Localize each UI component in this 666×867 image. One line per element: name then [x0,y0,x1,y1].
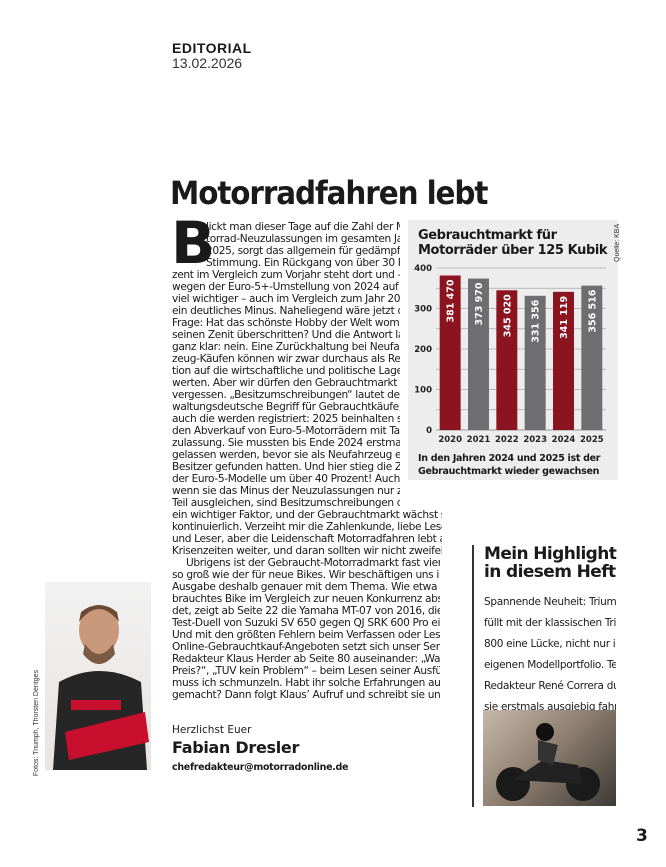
author-email[interactable]: chefredakteur@motorradonline.de [172,762,349,773]
article-line: so groß wie der für neue Bikes. Wir besc… [172,569,440,581]
article-line: det, zeigt ab Seite 22 die Yamaha MT-07 … [172,605,440,617]
article-line: den Abverkauf von Euro-5-Motorrädern mit… [172,425,400,437]
article-line: wenn sie das Minus der Neuzulassungen nu… [172,485,400,497]
article-line: auch die werden registriert: 2025 beinha… [172,413,400,425]
drop-cap: B [171,209,216,277]
bar-value-label: 356 516 [587,289,598,332]
bar [581,285,603,430]
bar-chart: 0 100 200 300 400 381 470 2020 373 970 2021 345 0… [414,264,606,445]
article-line: torrad-Neuzulassungen im gesamten Jahr [206,233,400,245]
y-tick-label: 200 [414,345,432,355]
bar-value-label: 345 020 [502,294,513,337]
bar [439,275,461,430]
article-title: Motorradfahren lebt [170,174,488,212]
author-photo [45,582,151,770]
article-line: brauchtes Bike im Vergleich zur neuen Ko… [172,593,440,605]
page-number: 3 [636,826,648,846]
bar [524,295,546,430]
article-line: zulassung. Sie mussten bis Ende 2024 ers… [172,437,400,449]
greeting: Herzlichst Euer [172,724,252,736]
article-line: Und mit den größten Fehlern beim Verfass… [172,629,440,641]
highlight-line: Redakteur René Correra durfte [484,680,616,692]
chart-title: Gebrauchtmarkt für Motorräder über 125 K… [418,228,608,258]
highlight-motorcycle-photo [483,710,616,806]
article-line: ein wichtiger Faktor, und der Gebrauchtm… [172,509,442,521]
article-line: lickt man dieser Tage auf die Zahl der M… [206,221,400,233]
section-label: EDITORIAL [172,40,252,56]
motorcycle-image [496,723,600,801]
article-line: und Leser, aber die Leidenschaft Motorra… [172,533,442,545]
article-line: Ausgabe deshalb genauer mit dem Thema. W… [172,581,440,593]
article-line: ganz klar: nein. Eine Zurückhaltung bei … [172,341,400,353]
highlight-title-line: in diesem Heft [484,562,616,582]
article-line: seinen Zenit überschritten? Und die Antw… [172,329,400,341]
highlight-title: Mein Highlight in diesem Heft [484,544,617,582]
bar [468,278,489,430]
article-line: gelassen werden, bevor sie als Neufahrze… [172,449,400,461]
article-line: Redakteur Klaus Herder ab Seite 80 ausei… [172,653,440,665]
article-line: gemacht? Dann folgt Klaus’ Aufruf und sc… [172,689,440,701]
article-line: tion auf die wirtschaftliche und politis… [172,365,400,377]
chart-source: Quelle: KBA [614,223,621,262]
article-line: zeug-Käufen können wir zwar durchaus als… [172,353,400,365]
article-line: werten. Aber wir dürfen den Gebrauchtmar… [172,377,400,389]
x-tick-label: 2023 [523,435,547,445]
article-line: Teil ausgleichen, sind Besitzumschreibun… [172,497,400,509]
article-line: Besitzer gefunden hatten. Und hier stieg… [172,461,400,473]
highlight-title-line: Mein Highlight [484,544,617,564]
article-line: Stimmung. Ein Rückgang von über 30 Pro- [206,257,400,269]
issue-date: 13.02.2026 [172,55,243,71]
article-line: Preis?“, „TÜV kein Problem“ – beim Lesen… [172,665,440,677]
article-line: waltungsdeutsche Begriff für Gebrauchtkä… [172,401,400,413]
article-line: viel wichtiger – auch im Vergleich zum J… [172,293,400,305]
article-line: ein deutliches Minus. Naheliegend wäre j… [172,305,400,317]
article-line: vergessen. „Besitzumschreibungen“ lautet… [172,389,400,401]
author-name: Fabian Dresler [172,738,300,757]
article-line: Krisenzeiten weiter, und daran sollten w… [172,545,442,557]
article-line: Online-Gebrauchtkauf-Angeboten setzt sic… [172,641,440,653]
bar [553,291,574,430]
x-tick-label: 2025 [580,435,604,445]
y-tick-label: 100 [414,386,432,396]
chart-caption: In den Jahren 2024 und 2025 ist der Gebr… [418,453,601,477]
article-line: kontinuierlich. Verzeiht mir die Zahlenk… [172,521,442,533]
y-tick-label: 300 [414,305,432,315]
bar-value-label: 373 970 [474,282,485,325]
bar-value-label: 381 470 [446,279,457,322]
author-portrait-image [53,605,149,770]
photo-credit: Fotos: Triumph, Thorsten Dentges [33,670,40,777]
x-tick-label: 2024 [552,435,576,445]
highlight-line: eigenen Modellportfolio. Test- [484,659,616,671]
highlight-line: füllt mit der klassischen Trident [484,617,616,629]
article-line: muss ich schmunzeln. Habt ihr solche Erf… [172,677,440,689]
article-body: lickt man dieser Tage auf die Zahl der M… [172,221,442,701]
bar-value-label: 331 356 [531,299,542,342]
article-line: Frage: Hat das schönste Hobby der Welt w… [172,317,400,329]
y-tick-label: 400 [414,264,432,274]
article-line: der Euro-5-Modelle um über 40 Prozent! A… [172,473,400,485]
highlight-line: Spannende Neuheit: Triumph [484,596,616,608]
article-line: Übrigens ist der Gebraucht-Motorradmarkt… [186,557,440,569]
x-tick-label: 2020 [438,435,462,445]
article-line: 2025, sorgt das allgemein für gedämpfte [206,245,400,257]
bar-value-label: 341 119 [559,296,570,339]
highlight-divider [472,545,474,807]
highlight-line: 800 eine Lücke, nicht nur im [484,638,616,650]
x-tick-label: 2021 [467,435,491,445]
y-tick-label: 0 [426,426,432,436]
article-line: zent im Vergleich zum Vorjahr steht dort… [172,269,400,281]
article-line: wegen der Euro-5+-Umstellung von 2024 au… [172,281,400,293]
x-tick-label: 2022 [495,435,519,445]
article-line: Test-Duell von Suzuki SV 650 gegen QJ SR… [172,617,440,629]
bar [496,290,518,430]
chart-box: Gebrauchtmarkt für Motorräder über 125 K… [408,220,618,480]
